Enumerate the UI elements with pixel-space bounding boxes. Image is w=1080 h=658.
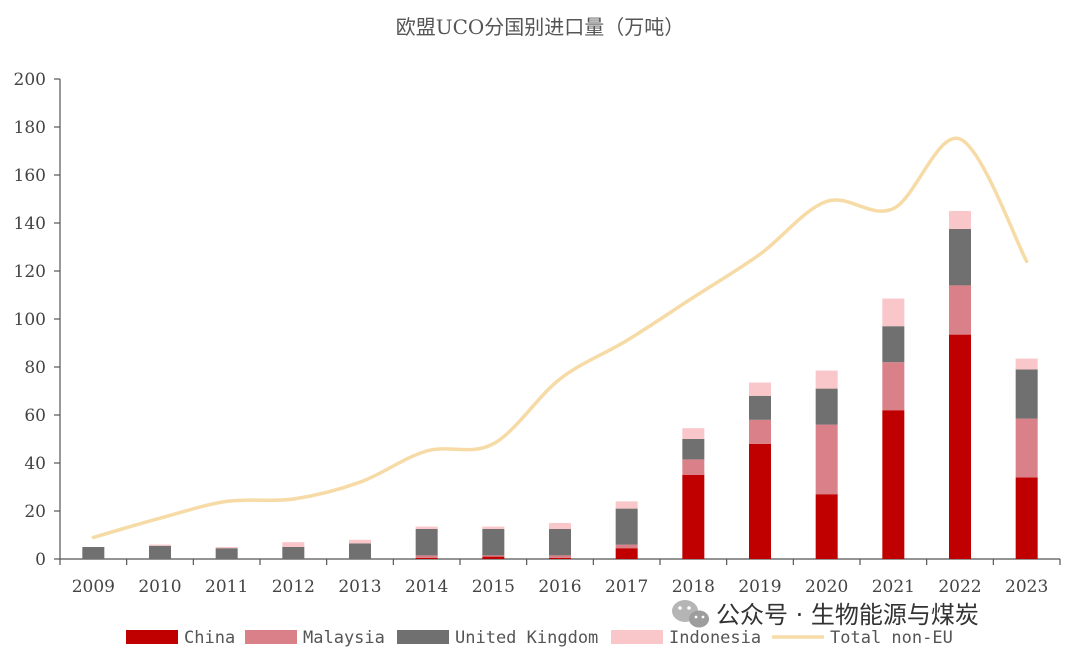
bar-malaysia-2014 (415, 555, 438, 558)
total-line (91, 136, 1029, 540)
x-tick-label: 2012 (272, 577, 315, 597)
bar-indonesia-2018 (682, 428, 705, 439)
bar-indonesia-2017 (615, 501, 638, 509)
legend-label-united-kingdom: United Kingdom (455, 628, 598, 648)
x-tick-label: 2022 (938, 577, 981, 597)
bar-indonesia-2021 (882, 298, 905, 327)
bar-united-kingdom-2013 (349, 543, 371, 559)
legend-swatch-malaysia (245, 630, 297, 644)
bar-united-kingdom-2023 (1015, 369, 1038, 419)
legend-label-total-non-eu: Total non-EU (830, 628, 953, 648)
x-tick-label: 2023 (1005, 577, 1048, 597)
bar-malaysia-2018 (682, 459, 705, 475)
y-tick-label: 100 (14, 310, 46, 330)
bar-malaysia-2017 (615, 544, 638, 549)
legend-swatch-united-kingdom (397, 630, 449, 644)
bar-china-2022 (949, 334, 971, 559)
x-tick-label: 2013 (338, 577, 381, 597)
x-tick-label: 2021 (872, 577, 915, 597)
x-tick-label: 2009 (72, 577, 115, 597)
bar-indonesia-2012 (282, 542, 305, 547)
bar-malaysia-2015 (482, 555, 505, 557)
bar-china-2015 (482, 556, 505, 559)
bar-united-kingdom-2011 (215, 548, 238, 559)
bar-indonesia-2013 (349, 539, 371, 544)
bar-malaysia-2020 (815, 424, 838, 495)
bar-indonesia-2011 (215, 547, 238, 549)
bar-indonesia-2016 (549, 523, 571, 529)
y-tick-label: 20 (24, 502, 46, 522)
legend-label-china: China (184, 628, 235, 648)
legend: China Malaysia United Kingdom Indonesia Tota… (126, 628, 953, 648)
legend-swatch-china (126, 630, 178, 644)
bar-china-2014 (415, 557, 438, 559)
y-tick-label: 140 (14, 214, 46, 234)
x-axis: 2009 2010 2011 2012 2013 2014 2015 2016 2017 2018… (59, 558, 1061, 597)
watermark: 公众号 · 生物能源与煤炭 (672, 600, 979, 629)
y-tick-label: 80 (24, 358, 46, 378)
bar-united-kingdom-2017 (615, 508, 638, 545)
y-tick-label: 200 (14, 70, 46, 90)
bar-indonesia-2020 (815, 370, 838, 389)
bar-united-kingdom-2019 (749, 395, 771, 420)
bar-china-2018 (682, 475, 705, 559)
x-tick-label: 2017 (605, 577, 648, 597)
bar-malaysia-2022 (949, 285, 971, 335)
wechat-icon (672, 600, 709, 628)
bar-indonesia-2019 (749, 382, 771, 396)
bar-united-kingdom-2015 (482, 529, 505, 556)
bar-indonesia-2010 (149, 544, 171, 546)
bar-united-kingdom-2021 (882, 326, 905, 363)
x-tick-label: 2010 (138, 577, 181, 597)
x-tick-label: 2016 (538, 577, 581, 597)
legend-label-indonesia: Indonesia (669, 628, 761, 648)
x-tick-label: 2020 (805, 577, 848, 597)
bar-united-kingdom-2010 (149, 545, 171, 559)
bar-china-2021 (882, 410, 905, 559)
watermark-text: 公众号 · 生物能源与煤炭 (716, 601, 979, 629)
bar-malaysia-2023 (1015, 418, 1038, 478)
chart-title: 欧盟UCO分国别进口量（万吨） (396, 15, 685, 39)
bar-indonesia-2023 (1015, 358, 1038, 370)
bar-united-kingdom-2018 (682, 439, 705, 460)
bar-indonesia-2014 (415, 526, 438, 529)
bar-united-kingdom-2012 (282, 547, 305, 559)
bar-indonesia-2015 (482, 526, 505, 529)
line-total-non-eu (91, 136, 1029, 540)
bar-united-kingdom-2022 (949, 229, 971, 286)
bar-united-kingdom-2009 (82, 547, 105, 559)
y-tick-label: 0 (35, 550, 46, 570)
legend-label-malaysia: Malaysia (303, 628, 385, 648)
x-tick-label: 2015 (472, 577, 515, 597)
bar-indonesia-2022 (949, 211, 971, 229)
bar-malaysia-2016 (549, 555, 571, 558)
y-tick-label: 40 (24, 454, 46, 474)
y-tick-label: 160 (14, 166, 46, 186)
bar-china-2019 (749, 443, 771, 559)
y-axis: 0 20 40 60 80 100 120 140 160 180 200 (14, 70, 61, 570)
bars (82, 211, 1038, 559)
bar-united-kingdom-2016 (549, 529, 571, 556)
bar-china-2023 (1015, 477, 1038, 559)
x-tick-label: 2019 (738, 577, 781, 597)
bar-malaysia-2021 (882, 362, 905, 411)
y-tick-label: 60 (24, 406, 46, 426)
y-tick-label: 120 (14, 262, 46, 282)
bar-united-kingdom-2014 (415, 529, 438, 556)
bar-united-kingdom-2020 (815, 388, 838, 425)
x-tick-label: 2011 (205, 577, 248, 597)
bar-china-2020 (815, 494, 838, 559)
legend-swatch-indonesia (611, 630, 663, 644)
bar-china-2017 (615, 548, 638, 559)
x-tick-label: 2018 (672, 577, 715, 597)
bar-china-2016 (549, 557, 571, 559)
y-tick-label: 180 (14, 118, 46, 138)
bar-malaysia-2019 (749, 419, 771, 444)
x-tick-label: 2014 (405, 577, 448, 597)
